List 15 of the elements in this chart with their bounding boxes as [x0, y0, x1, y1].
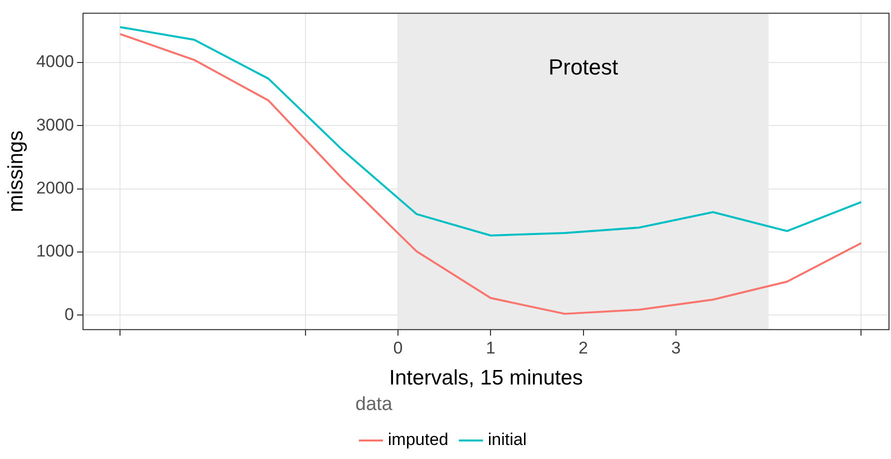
x-tick-label: 2 — [578, 338, 588, 358]
y-axis-title: missings — [4, 130, 28, 212]
band-label: Protest — [548, 54, 618, 80]
y-tick-label: 1000 — [36, 242, 74, 261]
y-tick-label: 2000 — [36, 178, 74, 198]
legend-label: initial — [488, 430, 527, 450]
y-tick-label: 0 — [64, 304, 74, 324]
x-tick-label: 3 — [671, 338, 681, 358]
x-tick-label: 0 — [393, 338, 403, 358]
legend-title: data — [355, 394, 393, 415]
legend-label: imputed — [388, 430, 448, 450]
x-axis-title: Intervals, 15 minutes — [389, 366, 583, 390]
y-tick-label: 3000 — [36, 115, 74, 134]
x-tick-label: 1 — [486, 338, 496, 358]
y-tick-label: 4000 — [36, 52, 74, 72]
